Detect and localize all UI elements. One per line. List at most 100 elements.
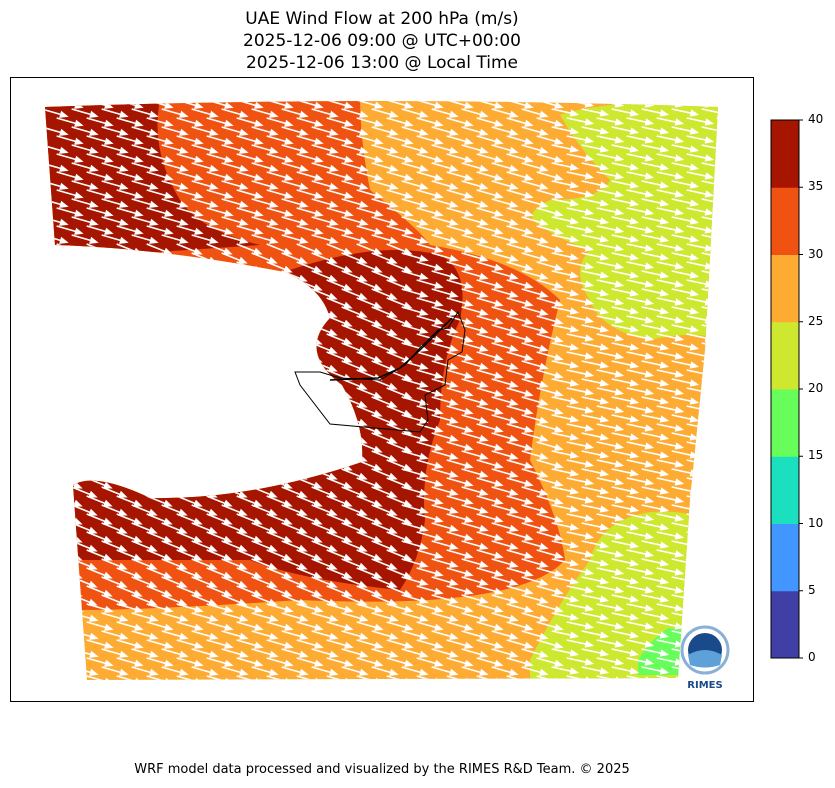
wind-arrow bbox=[461, 360, 489, 370]
wind-arrow bbox=[236, 171, 264, 181]
wind-arrow bbox=[176, 621, 204, 631]
wind-arrow bbox=[101, 558, 128, 570]
wind-arrow bbox=[536, 135, 564, 145]
wind-arrow bbox=[161, 576, 188, 588]
wind-arrow bbox=[386, 101, 414, 109]
wind-arrow bbox=[536, 531, 564, 541]
wind-arrow bbox=[146, 657, 174, 667]
wind-arrow bbox=[461, 288, 489, 298]
wind-arrow bbox=[416, 639, 444, 649]
wind-arrow bbox=[551, 414, 580, 423]
wind-arrow bbox=[656, 495, 685, 504]
wind-arrow bbox=[71, 180, 99, 190]
wind-arrow bbox=[266, 495, 293, 507]
wind-arrow bbox=[386, 405, 413, 417]
wind-arrow bbox=[116, 495, 143, 507]
wind-arrow bbox=[371, 540, 398, 552]
wind-arrow bbox=[536, 495, 564, 505]
wind-arrow bbox=[431, 288, 459, 298]
wind-arrow bbox=[221, 594, 248, 606]
wind-arrow bbox=[416, 135, 444, 145]
wind-arrow bbox=[476, 477, 504, 487]
wind-arrow bbox=[581, 342, 610, 351]
wind-arrow bbox=[506, 351, 534, 361]
wind-arrow bbox=[191, 234, 219, 244]
wind-arrow bbox=[641, 252, 670, 261]
wind-arrow bbox=[626, 549, 655, 558]
wind-arrow bbox=[491, 486, 519, 496]
wind-arrow bbox=[536, 171, 564, 181]
wind-arrow bbox=[116, 549, 143, 561]
wind-arrow bbox=[551, 342, 580, 351]
wind-arrow bbox=[416, 531, 444, 541]
wind-arrow bbox=[671, 252, 700, 261]
wind-arrow bbox=[341, 144, 369, 154]
wind-arrow bbox=[581, 504, 610, 513]
wind-arrow bbox=[446, 135, 474, 145]
wind-arrow bbox=[581, 594, 610, 603]
wind-arrow bbox=[251, 252, 278, 264]
wind-arrow bbox=[476, 351, 504, 361]
wind-arrow bbox=[611, 162, 640, 171]
wind-arrow bbox=[626, 459, 655, 468]
wind-arrow bbox=[566, 513, 595, 522]
wind-arrow bbox=[281, 162, 309, 172]
wind-arrow bbox=[611, 216, 640, 225]
wind-arrow bbox=[221, 540, 248, 552]
wind-arrow bbox=[521, 504, 549, 514]
wind-arrow bbox=[401, 648, 429, 658]
wind-arrow bbox=[56, 117, 84, 127]
wind-arrow bbox=[641, 288, 670, 297]
wind-arrow bbox=[551, 180, 580, 189]
wind-arrow bbox=[596, 333, 625, 342]
wind-arrow bbox=[356, 513, 383, 525]
wind-arrow bbox=[656, 243, 685, 252]
wind-arrow bbox=[476, 405, 504, 415]
wind-arrow bbox=[371, 288, 398, 300]
wind-arrow bbox=[551, 324, 580, 333]
wind-arrow bbox=[116, 171, 144, 181]
wind-arrow bbox=[596, 351, 625, 360]
wind-arrow bbox=[146, 189, 174, 199]
wind-arrow bbox=[371, 378, 398, 390]
wind-arrow bbox=[581, 648, 610, 657]
wind-arrow bbox=[341, 360, 368, 372]
wind-arrow bbox=[446, 279, 474, 289]
wind-arrow bbox=[491, 612, 519, 622]
wind-arrow bbox=[341, 558, 368, 570]
wind-arrow bbox=[521, 594, 549, 604]
wind-arrow bbox=[251, 180, 279, 190]
wind-arrow bbox=[536, 603, 564, 613]
wind-arrow bbox=[641, 324, 670, 333]
wind-arrow bbox=[416, 567, 444, 577]
wind-arrow bbox=[461, 324, 489, 334]
wind-arrow bbox=[45, 162, 69, 172]
wind-arrow bbox=[386, 585, 413, 597]
wind-arrow bbox=[446, 441, 474, 451]
wind-arrow bbox=[431, 270, 459, 280]
wind-arrow bbox=[101, 216, 129, 226]
wind-arrow bbox=[326, 117, 354, 127]
wind-arrow bbox=[191, 144, 219, 154]
wind-arrow bbox=[326, 549, 353, 561]
wind-arrow bbox=[386, 135, 414, 145]
wind-arrow bbox=[506, 567, 534, 577]
wind-arrow bbox=[356, 243, 383, 255]
wind-arrow bbox=[176, 531, 203, 543]
wind-arrow bbox=[326, 207, 354, 217]
wind-arrow bbox=[656, 153, 685, 162]
wind-arrow bbox=[341, 540, 368, 552]
wind-arrow bbox=[551, 540, 580, 549]
wind-arrow bbox=[326, 189, 354, 199]
wind-arrow bbox=[206, 621, 234, 631]
wind-arrow bbox=[491, 540, 519, 550]
wind-arrow bbox=[266, 567, 293, 579]
wind-arrow bbox=[611, 576, 640, 585]
wind-arrow bbox=[101, 180, 129, 190]
wind-arrow bbox=[656, 171, 685, 180]
wind-arrow bbox=[191, 576, 218, 588]
wind-arrow bbox=[536, 513, 564, 523]
wind-arrow bbox=[146, 567, 173, 579]
wind-arrow bbox=[656, 585, 685, 594]
wind-arrow bbox=[551, 108, 580, 117]
